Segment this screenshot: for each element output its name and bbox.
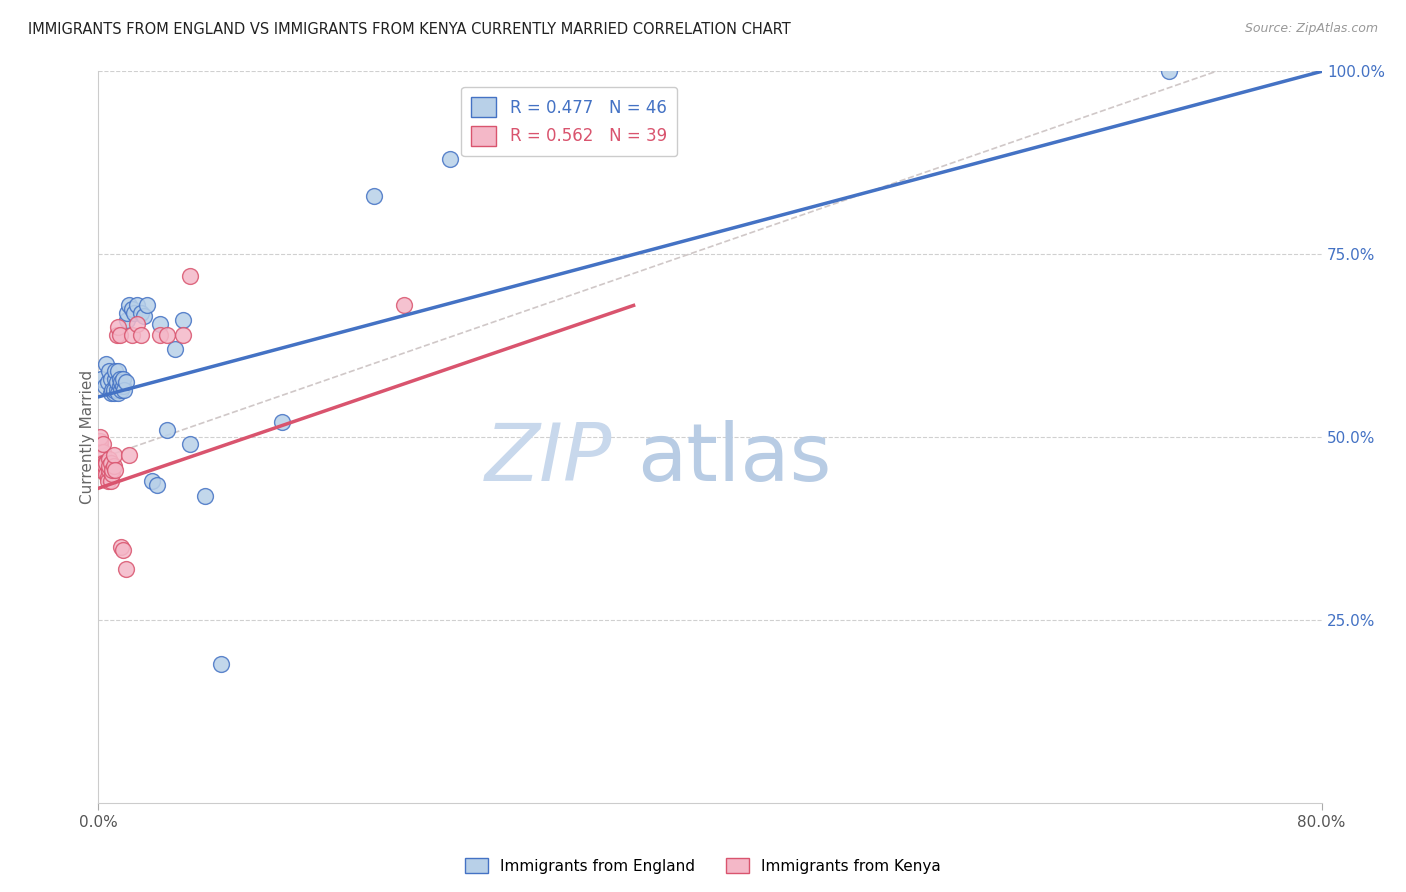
Point: [100, 371, 122, 385]
Point: [121, 327, 143, 342]
Point: [98, 452, 121, 467]
Point: [101, 467, 124, 481]
Point: [179, 269, 201, 284]
Point: [90, 463, 112, 477]
Point: [105, 327, 128, 342]
Point: [100, 456, 122, 470]
Point: [112, 383, 135, 397]
Point: [156, 327, 179, 342]
Point: [115, 562, 138, 576]
Point: [90, 371, 112, 385]
Point: [98, 463, 121, 477]
Point: [149, 317, 172, 331]
Point: [172, 327, 194, 342]
Point: [97, 474, 120, 488]
Point: [101, 383, 124, 397]
Point: [117, 313, 139, 327]
Point: [134, 310, 156, 324]
Point: [104, 463, 127, 477]
Point: [94, 456, 117, 470]
Point: [103, 383, 125, 397]
Point: [108, 379, 131, 393]
Point: [122, 306, 145, 320]
Point: [1157, 64, 1180, 78]
Text: atlas: atlas: [637, 420, 831, 498]
Point: [209, 657, 232, 671]
Point: [145, 477, 167, 491]
Point: [270, 416, 292, 430]
Point: [89, 434, 111, 448]
Point: [115, 376, 138, 390]
Point: [104, 364, 127, 378]
Point: [110, 383, 132, 397]
Point: [194, 489, 217, 503]
Point: [179, 437, 201, 451]
Point: [105, 376, 128, 390]
Point: [104, 371, 127, 385]
Point: [94, 467, 117, 481]
Point: [100, 474, 122, 488]
Point: [136, 298, 159, 312]
Point: [97, 470, 120, 484]
Point: [94, 357, 117, 371]
Point: [89, 430, 111, 444]
Point: [149, 327, 172, 342]
Point: [125, 317, 148, 331]
Point: [105, 383, 128, 397]
Point: [108, 371, 131, 385]
Point: [97, 376, 120, 390]
Point: [392, 298, 416, 312]
Point: [93, 379, 115, 393]
Point: [156, 423, 179, 437]
Point: [103, 459, 125, 474]
Point: [117, 306, 139, 320]
Point: [103, 449, 125, 463]
Point: [98, 459, 121, 474]
Point: [101, 463, 124, 477]
Point: [118, 449, 141, 463]
Text: Source: ZipAtlas.com: Source: ZipAtlas.com: [1244, 22, 1378, 36]
Point: [163, 343, 186, 357]
Point: [129, 306, 152, 320]
Point: [111, 543, 134, 558]
Point: [363, 188, 385, 202]
Point: [118, 298, 141, 312]
Point: [110, 540, 132, 554]
Y-axis label: Currently Married: Currently Married: [80, 370, 94, 504]
Point: [111, 371, 134, 385]
Text: ZIP: ZIP: [485, 420, 612, 498]
Point: [125, 298, 148, 312]
Point: [91, 437, 114, 451]
Point: [107, 364, 129, 378]
Point: [107, 386, 129, 401]
Point: [90, 456, 112, 470]
Text: IMMIGRANTS FROM ENGLAND VS IMMIGRANTS FROM KENYA CURRENTLY MARRIED CORRELATION C: IMMIGRANTS FROM ENGLAND VS IMMIGRANTS FR…: [28, 22, 790, 37]
Point: [98, 364, 121, 378]
Point: [93, 459, 115, 474]
Legend: Immigrants from England, Immigrants from Kenya: Immigrants from England, Immigrants from…: [460, 852, 946, 880]
Point: [172, 313, 194, 327]
Legend: R = 0.477   N = 46, R = 0.562   N = 39: R = 0.477 N = 46, R = 0.562 N = 39: [461, 87, 676, 156]
Point: [439, 152, 461, 166]
Point: [103, 386, 125, 401]
Point: [107, 320, 129, 334]
Point: [91, 456, 114, 470]
Point: [110, 376, 132, 390]
Point: [121, 301, 143, 317]
Point: [100, 386, 122, 401]
Point: [111, 379, 134, 393]
Point: [108, 327, 131, 342]
Point: [141, 474, 163, 488]
Point: [129, 327, 152, 342]
Point: [93, 456, 115, 470]
Point: [89, 437, 111, 451]
Point: [91, 444, 114, 458]
